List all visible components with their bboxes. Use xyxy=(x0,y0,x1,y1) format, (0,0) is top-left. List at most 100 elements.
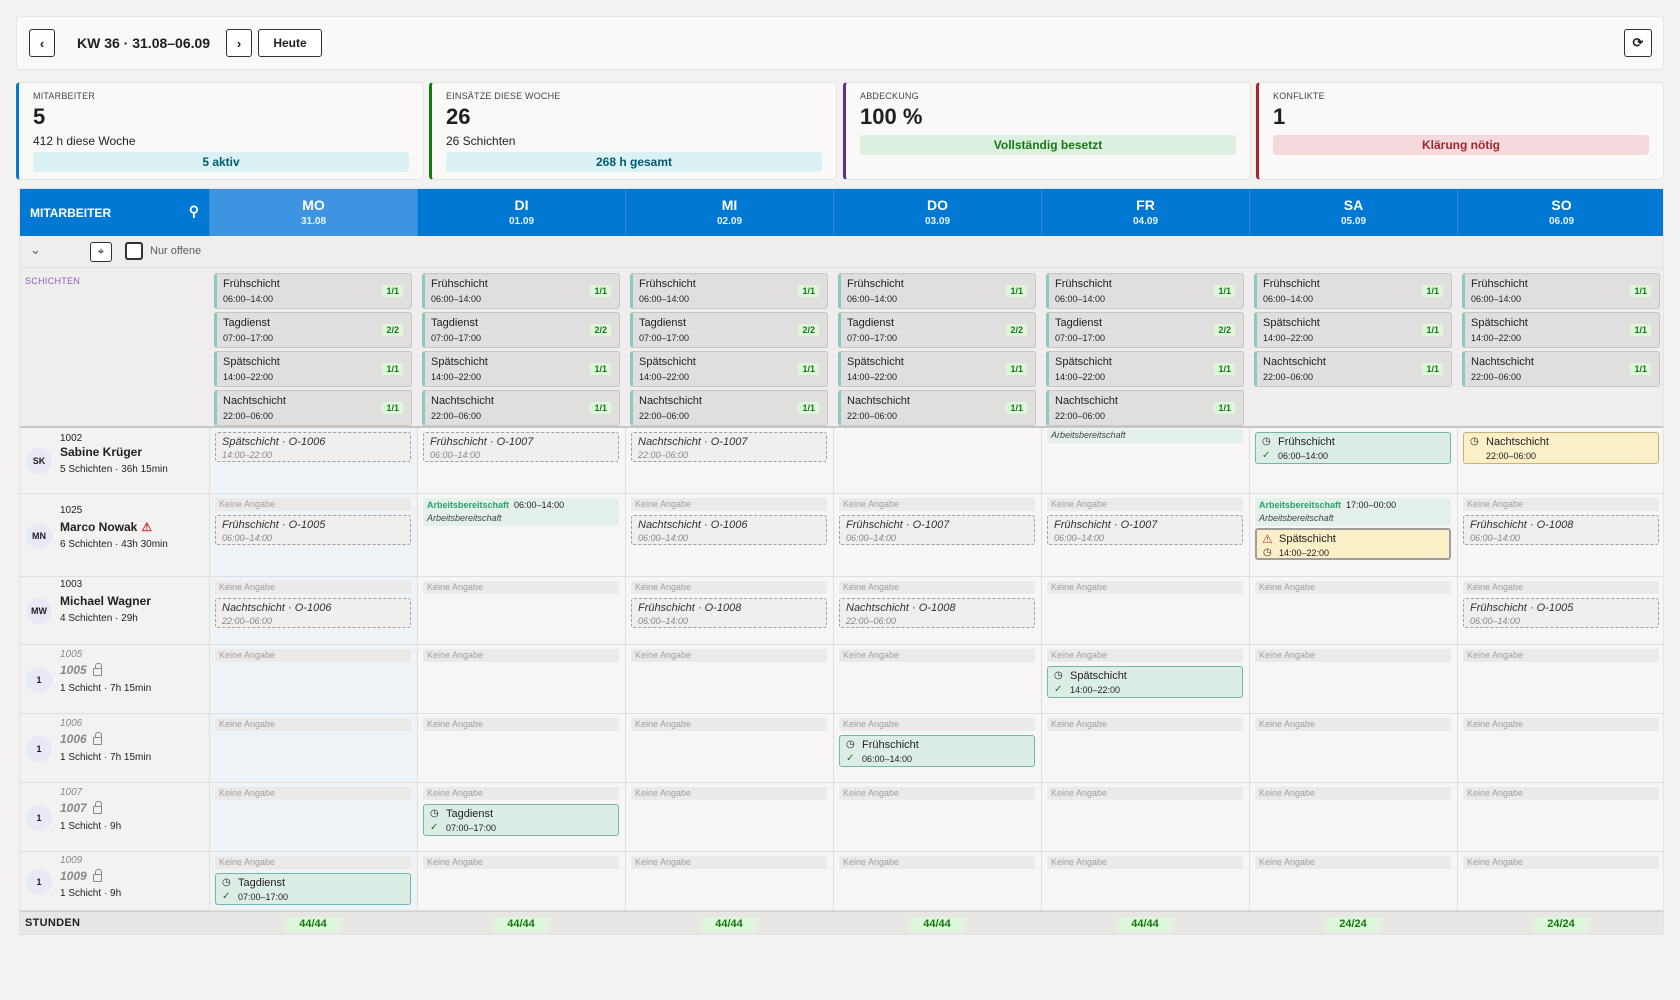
planned-shift[interactable]: Nachtschicht · O-1006 06:00–14:00 xyxy=(631,515,827,545)
employee-info[interactable]: MN 1025 Marco Nowak ⚠ 6 Schichten · 43h 30mi… xyxy=(20,494,209,576)
employee-info[interactable]: 1 1009 1009 1 Schicht · 9h xyxy=(20,852,209,910)
schedule-cell[interactable]: Keine Angabe ◷ ✓ Tagdienst 07:00–17:00 xyxy=(209,852,417,910)
schedule-cell[interactable]: Keine Angabe xyxy=(1457,852,1663,910)
schedule-cell[interactable]: Keine Angabe xyxy=(833,645,1041,713)
schedule-cell[interactable]: Keine Angabe xyxy=(625,783,833,851)
day-header-fr[interactable]: FR 04.09 xyxy=(1041,189,1249,236)
schedule-cell[interactable]: Nachtschicht · O-1007 22:00–06:00 xyxy=(625,428,833,493)
planned-shift[interactable]: Nachtschicht · O-1007 22:00–06:00 xyxy=(631,432,827,462)
planned-shift[interactable]: Frühschicht · O-1007 06:00–14:00 xyxy=(839,515,1035,545)
schedule-cell[interactable]: Keine Angabe xyxy=(1457,714,1663,782)
schedule-cell[interactable]: Keine Angabe xyxy=(209,645,417,713)
planned-shift[interactable]: Frühschicht · O-1005 06:00–14:00 xyxy=(215,515,411,545)
schedule-cell[interactable]: Keine Angabe xyxy=(1249,645,1457,713)
schedule-cell[interactable]: ◷ Nachtschicht 22:00–06:00 xyxy=(1457,428,1663,493)
schedule-cell[interactable]: Keine Angabe xyxy=(1249,714,1457,782)
schedule-cell[interactable]: Keine Angabe xyxy=(1249,783,1457,851)
shift-template-card[interactable]: Frühschicht 06:00–14:00 1/1 xyxy=(422,273,620,309)
schedule-cell[interactable]: Keine Angabe ◷ ✓ Spätschicht 14:00–22:00 xyxy=(1041,645,1249,713)
schedule-cell[interactable]: Keine Angabe xyxy=(625,852,833,910)
schedule-cell[interactable]: Arbeitsbereitschaft 17:00–00:00 Arbeitsber… xyxy=(1249,494,1457,576)
schedule-cell[interactable]: Keine Angabe xyxy=(417,577,625,644)
schedule-cell[interactable]: Keine Angabe xyxy=(625,645,833,713)
schedule-cell[interactable]: Keine Angabe xyxy=(1457,645,1663,713)
day-header-so[interactable]: SO 06.09 xyxy=(1457,189,1663,236)
schedule-cell[interactable]: Keine Angabe Frühschicht · O-1008 06:00–14… xyxy=(625,577,833,644)
assigned-shift[interactable]: ◷ ✓ Tagdienst 07:00–17:00 xyxy=(215,873,411,905)
shift-template-card[interactable]: Frühschicht 06:00–14:00 1/1 xyxy=(838,273,1036,309)
schedule-cell[interactable]: Arbeitsbereitschaft 06:00–14:00 Arbeitsber… xyxy=(417,494,625,576)
shift-template-card[interactable]: Tagdienst 07:00–17:00 2/2 xyxy=(214,312,412,348)
schedule-cell[interactable]: Keine Angabe xyxy=(1041,783,1249,851)
employee-info[interactable]: 1 1006 1006 1 Schicht · 7h 15min xyxy=(20,714,209,782)
day-header-mo[interactable]: MO 31.08 xyxy=(209,189,417,236)
schedule-cell[interactable]: Keine Angabe xyxy=(625,714,833,782)
employee-info[interactable]: 1 1005 1005 1 Schicht · 7h 15min xyxy=(20,645,209,713)
employee-info[interactable]: 1 1007 1007 1 Schicht · 9h xyxy=(20,783,209,851)
shift-template-card[interactable]: Nachtschicht 22:00–06:00 1/1 xyxy=(422,390,620,426)
schedule-cell[interactable]: Keine Angabe xyxy=(833,852,1041,910)
shift-template-card[interactable]: Spätschicht 14:00–22:00 1/1 xyxy=(838,351,1036,387)
shift-template-card[interactable]: Nachtschicht 22:00–06:00 1/1 xyxy=(630,390,828,426)
only-open-checkbox[interactable] xyxy=(125,242,143,260)
day-header-sa[interactable]: SA 05.09 xyxy=(1249,189,1457,236)
shift-template-card[interactable]: Nachtschicht 22:00–06:00 1/1 xyxy=(1254,351,1452,387)
shift-template-card[interactable]: Tagdienst 07:00–17:00 2/2 xyxy=(422,312,620,348)
shift-template-card[interactable]: Nachtschicht 22:00–06:00 1/1 xyxy=(838,390,1036,426)
planned-shift[interactable]: Frühschicht · O-1007 06:00–14:00 xyxy=(1047,515,1243,545)
schedule-cell[interactable]: Keine Angabe xyxy=(417,645,625,713)
day-header-do[interactable]: DO 03.09 xyxy=(833,189,1041,236)
schedule-cell[interactable]: Keine Angabe Frühschicht · O-1007 06:00–14… xyxy=(833,494,1041,576)
shift-template-card[interactable]: Spätschicht 14:00–22:00 1/1 xyxy=(214,351,412,387)
user-search-icon[interactable]: ⚲ xyxy=(188,203,199,219)
schedule-cell[interactable]: Keine Angabe Nachtschicht · O-1006 06:00–1… xyxy=(625,494,833,576)
schedule-cell[interactable]: ◷ ✓ Frühschicht 06:00–14:00 xyxy=(1249,428,1457,493)
day-header-di[interactable]: DI 01.09 xyxy=(417,189,625,236)
schedule-cell[interactable]: Arbeitsbereitschaft xyxy=(1041,428,1249,493)
planned-shift[interactable]: Frühschicht · O-1008 06:00–14:00 xyxy=(1463,515,1659,545)
shift-template-card[interactable]: Frühschicht 06:00–14:00 1/1 xyxy=(214,273,412,309)
assigned-shift[interactable]: ◷ ✓ Frühschicht 06:00–14:00 xyxy=(839,735,1035,767)
schedule-cell[interactable]: Keine Angabe Nachtschicht · O-1006 22:00–0… xyxy=(209,577,417,644)
schedule-cell[interactable]: Keine Angabe xyxy=(833,783,1041,851)
schedule-cell[interactable]: Keine Angabe Frühschicht · O-1005 06:00–14… xyxy=(1457,577,1663,644)
schedule-cell[interactable]: Keine Angabe xyxy=(1041,714,1249,782)
shift-template-card[interactable]: Spätschicht 14:00–22:00 1/1 xyxy=(630,351,828,387)
assigned-shift[interactable]: ◷ ✓ Frühschicht 06:00–14:00 xyxy=(1255,432,1451,464)
shift-template-card[interactable]: Spätschicht 14:00–22:00 1/1 xyxy=(1254,312,1452,348)
assigned-shift[interactable]: ⚠ ◷ Spätschicht 14:00–22:00 xyxy=(1255,528,1451,560)
standby-block[interactable]: Arbeitsbereitschaft 17:00–00:00 Arbeitsber… xyxy=(1255,498,1451,526)
shift-template-card[interactable]: Spätschicht 14:00–22:00 1/1 xyxy=(1462,312,1660,348)
employee-info[interactable]: MW 1003 Michael Wagner 4 Schichten · 29h xyxy=(20,577,209,644)
shift-template-card[interactable]: Nachtschicht 22:00–06:00 1/1 xyxy=(214,390,412,426)
location-filter-button[interactable]: ⌖ xyxy=(90,242,112,262)
schedule-cell[interactable]: Keine Angabe ◷ ✓ Frühschicht 06:00–14:00 xyxy=(833,714,1041,782)
planned-shift[interactable]: Spätschicht · O-1006 14:00–22:00 xyxy=(215,432,411,462)
shift-template-card[interactable]: Nachtschicht 22:00–06:00 1/1 xyxy=(1046,390,1244,426)
assigned-shift[interactable]: ◷ Nachtschicht 22:00–06:00 xyxy=(1463,432,1659,464)
schedule-cell[interactable]: Keine Angabe Nachtschicht · O-1008 22:00–0… xyxy=(833,577,1041,644)
schedule-cell[interactable] xyxy=(833,428,1041,493)
planned-shift[interactable]: Nachtschicht · O-1006 22:00–06:00 xyxy=(215,598,411,628)
shift-template-card[interactable]: Spätschicht 14:00–22:00 1/1 xyxy=(422,351,620,387)
shift-template-card[interactable]: Frühschicht 06:00–14:00 1/1 xyxy=(1046,273,1244,309)
shift-template-card[interactable]: Spätschicht 14:00–22:00 1/1 xyxy=(1046,351,1244,387)
schedule-cell[interactable]: Keine Angabe xyxy=(1041,577,1249,644)
shift-template-card[interactable]: Tagdienst 07:00–17:00 2/2 xyxy=(1046,312,1244,348)
assigned-shift[interactable]: ◷ ✓ Spätschicht 14:00–22:00 xyxy=(1047,666,1243,698)
employee-info[interactable]: SK 1002 Sabine Krüger 5 Schichten · 36h 15m… xyxy=(20,428,209,493)
schedule-cell[interactable]: Keine Angabe xyxy=(1249,577,1457,644)
shift-template-card[interactable]: Frühschicht 06:00–14:00 1/1 xyxy=(1462,273,1660,309)
refresh-button[interactable]: ⟳ xyxy=(1624,29,1652,57)
planned-shift[interactable]: Frühschicht · O-1008 06:00–14:00 xyxy=(631,598,827,628)
assigned-shift[interactable]: ◷ ✓ Tagdienst 07:00–17:00 xyxy=(423,804,619,836)
standby-block[interactable]: Arbeitsbereitschaft 06:00–14:00 Arbeitsber… xyxy=(423,498,619,526)
schedule-cell[interactable]: Keine Angabe xyxy=(209,714,417,782)
shift-template-card[interactable]: Nachtschicht 22:00–06:00 1/1 xyxy=(1462,351,1660,387)
planned-shift[interactable]: Frühschicht · O-1007 06:00–14:00 xyxy=(423,432,619,462)
chevron-down-icon[interactable]: ⌄ xyxy=(30,242,41,257)
planned-shift[interactable]: Nachtschicht · O-1008 22:00–06:00 xyxy=(839,598,1035,628)
schedule-cell[interactable]: Keine Angabe xyxy=(1041,852,1249,910)
schedule-cell[interactable]: Keine Angabe xyxy=(417,852,625,910)
schedule-cell[interactable]: Frühschicht · O-1007 06:00–14:00 xyxy=(417,428,625,493)
